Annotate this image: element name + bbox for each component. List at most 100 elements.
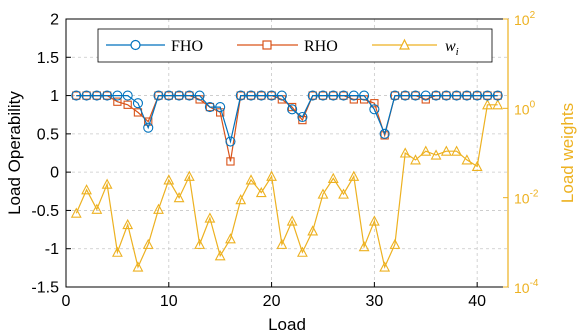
legend-label-weights-sub: i: [456, 46, 459, 58]
data-point-circle: [348, 90, 359, 101]
data-point-triangle: [153, 203, 164, 214]
x-tick-label: 20: [263, 293, 281, 310]
data-point-triangle: [379, 261, 391, 272]
tick-base: 10: [514, 191, 530, 207]
legend: FHO RHO wi: [97, 28, 493, 63]
data-point-triangle: [194, 238, 206, 249]
data-point-triangle: [81, 184, 92, 195]
data-point-triangle: [410, 154, 421, 165]
tick-base: 10: [514, 280, 530, 296]
tick-base: 10: [514, 101, 530, 117]
data-point-triangle: [471, 160, 483, 171]
data-point-triangle: [317, 188, 329, 199]
data-point-triangle: [297, 246, 308, 257]
legend-label-rho: RHO: [304, 38, 338, 55]
data-point-triangle: [327, 172, 339, 183]
legend-label-weights: wi: [445, 38, 459, 58]
data-point-circle: [153, 90, 164, 101]
y-tick-label-left: 1: [50, 88, 59, 105]
legend-item-rho: RHO: [237, 38, 338, 55]
data-point-triangle: [91, 203, 103, 214]
data-point-circle: [430, 90, 442, 101]
data-point-circle: [184, 90, 195, 101]
data-point-triangle: [451, 145, 463, 156]
data-point-circle: [317, 90, 329, 101]
tick-exponent: -2: [530, 189, 539, 200]
y-tick-label-right: 102: [514, 10, 536, 28]
x-tick-label: 0: [62, 293, 71, 310]
series-line: [76, 94, 498, 144]
legend-item-fho: FHO: [106, 38, 203, 55]
axes-layer: Load Load Operability Load weights 0 10 20…: [5, 10, 577, 333]
data-point-triangle: [101, 178, 113, 189]
data-point-circle: [204, 102, 215, 113]
x-axis-label: Load: [268, 315, 306, 333]
data-point-circle: [359, 90, 370, 101]
data-point-circle: [420, 90, 431, 101]
data-point-circle: [215, 102, 226, 113]
legend-marker-triangle: [399, 38, 410, 50]
tick-exponent: -4: [530, 278, 539, 289]
data-point-circle: [174, 90, 185, 101]
x-tick-label: 30: [365, 293, 383, 310]
data-point-circle: [81, 90, 92, 101]
data-point-square: [113, 97, 122, 106]
data-point-circle: [369, 104, 380, 115]
y-axis-label-right: Load weights: [558, 103, 577, 203]
data-point-triangle: [440, 145, 452, 156]
data-point-triangle: [214, 250, 226, 261]
data-point-circle: [410, 90, 421, 101]
data-point-circle: [91, 90, 102, 101]
y-axis-label-left: Load Operability: [5, 91, 24, 215]
legend-label-weights-base: w: [445, 38, 456, 55]
data-point-triangle: [255, 186, 267, 198]
data-point-circle: [307, 90, 318, 101]
data-point-triangle: [358, 240, 370, 252]
data-point-square: [226, 157, 235, 166]
data-point-circle: [163, 90, 174, 101]
data-point-triangle: [492, 99, 504, 110]
data-point-triangle: [245, 174, 257, 185]
data-point-circle: [389, 90, 400, 101]
data-point-square: [370, 99, 379, 108]
data-point-circle: [482, 90, 493, 101]
data-point-circle: [441, 90, 452, 101]
y-tick-label-left: 2: [50, 12, 59, 29]
y-tick-label-left: 0: [50, 165, 59, 182]
data-point-circle: [451, 90, 462, 101]
data-point-triangle: [461, 154, 473, 165]
data-point-triangle: [348, 170, 360, 181]
data-point-circle: [328, 90, 339, 101]
data-point-circle: [400, 90, 411, 101]
data-point-circle: [143, 122, 154, 133]
data-point-circle: [287, 104, 298, 115]
data-point-triangle: [430, 149, 442, 160]
data-point-circle: [338, 90, 349, 101]
data-point-circle: [194, 90, 205, 101]
series-line: [75, 104, 498, 269]
data-point-circle: [256, 90, 267, 101]
y-tick-label-left: 1.5: [37, 50, 59, 67]
data-point-triangle: [173, 191, 185, 203]
series-0: [71, 90, 503, 147]
data-point-triangle: [111, 246, 123, 257]
legend-marker-circle: [130, 39, 141, 51]
data-point-triangle: [204, 212, 216, 223]
data-point-triangle: [183, 170, 195, 181]
data-point-triangle: [420, 145, 432, 156]
data-point-square: [123, 100, 132, 109]
y-tick-label-left: 0.5: [37, 126, 59, 143]
data-point-circle: [266, 90, 277, 101]
data-point-circle: [492, 90, 503, 101]
x-tick-label: 40: [468, 293, 486, 310]
data-point-triangle: [225, 233, 236, 244]
data-point-circle: [102, 90, 113, 101]
data-point-triangle: [132, 261, 144, 272]
data-point-triangle: [399, 147, 411, 158]
data-point-circle: [379, 128, 390, 139]
data-point-triangle: [286, 215, 298, 226]
y-tick-label-right: 10-2: [514, 189, 539, 207]
data-point-triangle: [122, 218, 134, 230]
